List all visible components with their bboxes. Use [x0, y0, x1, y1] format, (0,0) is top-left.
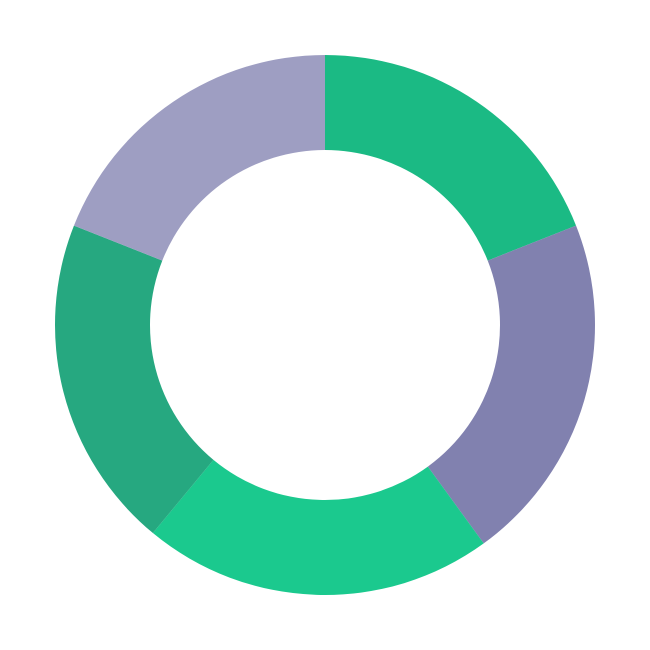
donut-segment-0: [325, 55, 576, 261]
donut-segment-1: [428, 226, 595, 544]
donut-segment-3: [55, 226, 213, 533]
donut-segment-2: [153, 460, 484, 595]
donut-chart: [0, 0, 650, 650]
donut-segment-4: [74, 55, 325, 261]
donut-chart-container: [0, 0, 650, 650]
